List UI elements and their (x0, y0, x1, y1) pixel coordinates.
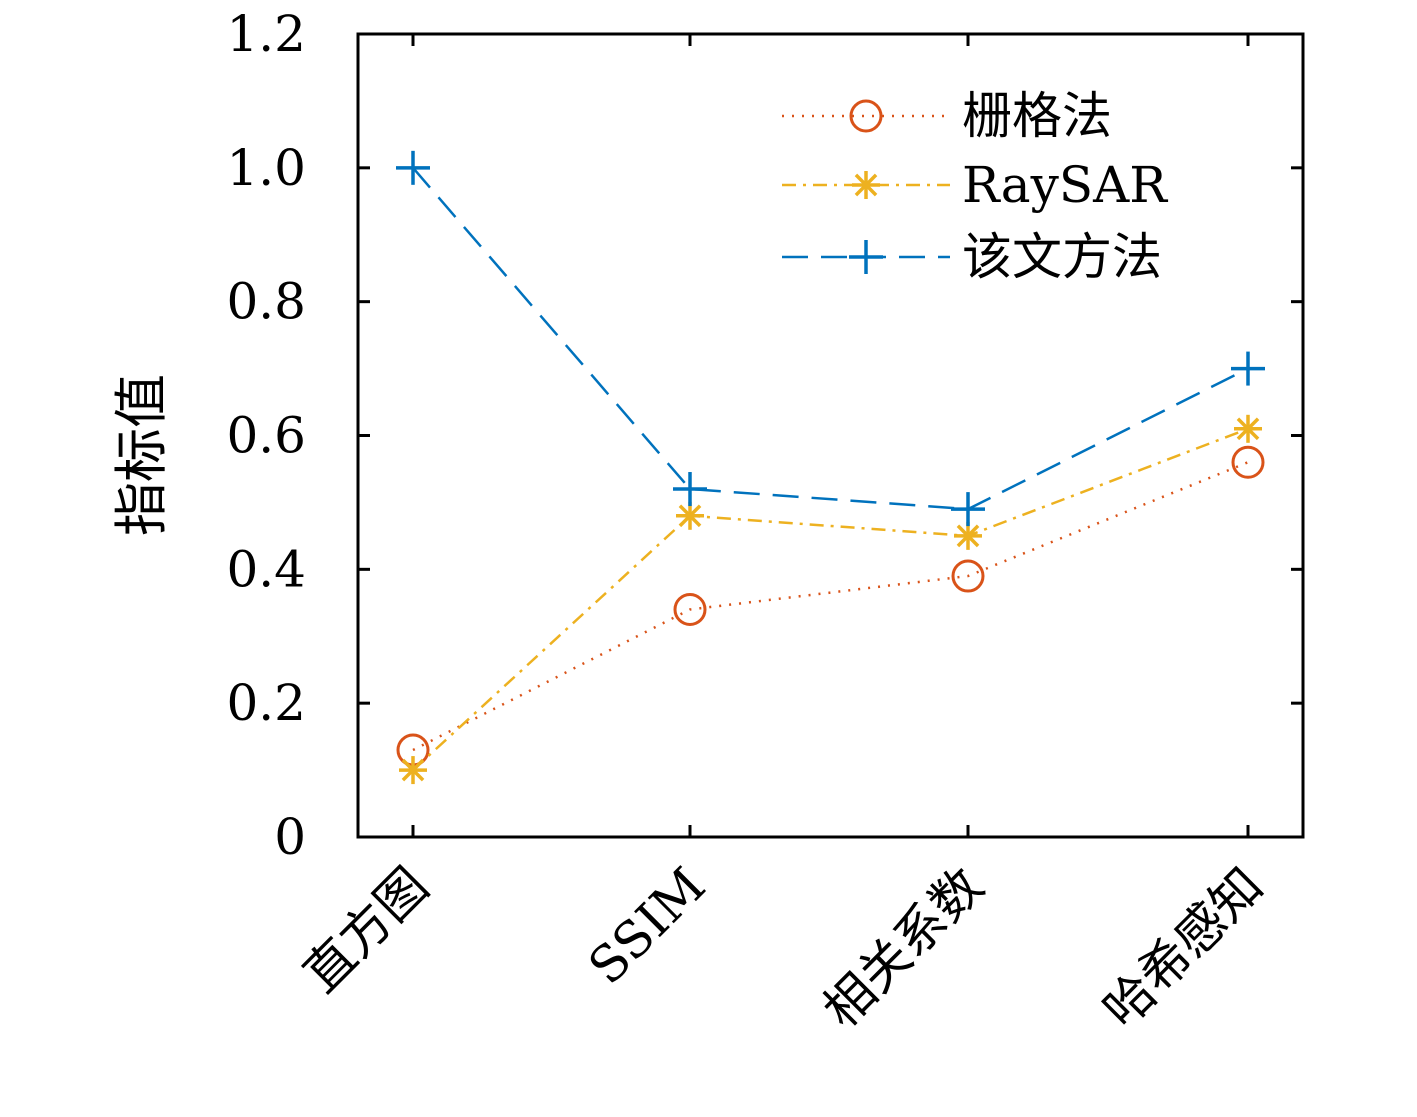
legend-item: 该文方法 (782, 228, 1162, 286)
y-axis-label: 指标值 (110, 374, 173, 536)
series-2-point (676, 501, 704, 530)
series-1-point (673, 592, 707, 626)
y-tick-label: 1.2 (226, 5, 306, 63)
series-2-point (954, 521, 982, 550)
x-tick-label: SSIM (577, 856, 716, 995)
series-3-point (673, 472, 707, 507)
series-1-point (1231, 445, 1265, 479)
series-3-point (396, 150, 430, 185)
y-tick-label: 0 (274, 808, 306, 866)
series-line-3 (412, 167, 1249, 511)
x-tick-label: 直方图 (292, 856, 439, 1003)
series-line-2 (412, 427, 1249, 772)
series-line-1 (412, 461, 1249, 752)
series-1-point (951, 559, 985, 593)
legend-marker (849, 99, 883, 133)
legend-item: 栅格法 (782, 87, 1112, 145)
legend: 栅格法 RaySAR 该文方法 (782, 87, 1168, 286)
legend-label: RaySAR (962, 156, 1168, 214)
series-3-point (1231, 351, 1265, 386)
x-tick-label: 哈希感知 (1092, 856, 1274, 1038)
y-tick-label: 0.6 (226, 407, 306, 465)
legend-label: 栅格法 (962, 87, 1112, 145)
y-axis-ticks: 0 0.2 0.4 0.6 0.8 1.0 1.2 (226, 5, 1303, 866)
series-2-point (399, 756, 427, 785)
series-3-point (951, 492, 985, 527)
series-2-point (1234, 414, 1262, 443)
y-tick-label: 0.4 (226, 540, 306, 598)
x-tick-label: 相关系数 (812, 856, 994, 1038)
legend-marker (849, 240, 883, 274)
legend-label: 该文方法 (962, 228, 1162, 286)
axes-box (356, 32, 1305, 839)
y-tick-label: 0.2 (226, 674, 306, 732)
series-group (396, 150, 1265, 785)
y-tick-label: 0.8 (226, 273, 306, 331)
axes (356, 32, 1305, 839)
y-tick-label: 1.0 (226, 139, 306, 197)
legend-marker (852, 171, 880, 199)
legend-item: RaySAR (782, 156, 1168, 214)
